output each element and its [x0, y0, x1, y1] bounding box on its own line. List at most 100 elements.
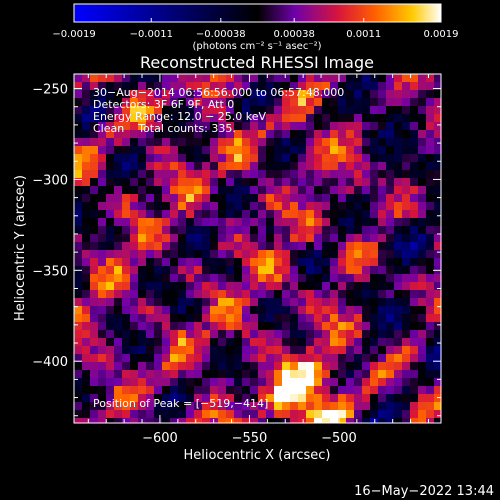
heatmap-cell	[394, 114, 402, 122]
heatmap-cell	[98, 354, 106, 362]
heatmap-cell	[338, 90, 346, 98]
heatmap-cell	[130, 226, 138, 234]
heatmap-cell	[346, 362, 354, 370]
heatmap-cell	[242, 386, 250, 394]
heatmap-cell	[282, 226, 290, 234]
heatmap-cell	[258, 258, 266, 266]
heatmap-cell	[146, 394, 154, 402]
heatmap-cell	[378, 186, 386, 194]
heatmap-cell	[226, 90, 234, 98]
heatmap-cell	[386, 418, 394, 423]
heatmap-cell	[274, 362, 282, 370]
heatmap-cell	[82, 146, 90, 154]
heatmap-cell	[290, 330, 298, 338]
heatmap-cell	[114, 154, 122, 162]
heatmap-cell	[354, 106, 362, 114]
heatmap-cell	[218, 274, 226, 282]
heatmap-cell	[306, 210, 314, 218]
heatmap-cell	[218, 202, 226, 210]
heatmap-cell	[186, 274, 194, 282]
heatmap-cell	[210, 362, 218, 370]
heatmap-cell	[98, 146, 106, 154]
heatmap-cell	[330, 114, 338, 122]
heatmap-cell	[274, 394, 282, 402]
heatmap-cell	[250, 274, 258, 282]
heatmap-cell	[154, 362, 162, 370]
heatmap-cell	[266, 274, 274, 282]
heatmap-cell	[98, 338, 106, 346]
heatmap-cell	[306, 114, 314, 122]
heatmap-cell	[370, 130, 378, 138]
heatmap-cell	[250, 178, 258, 186]
heatmap-cell	[402, 226, 410, 234]
heatmap-cell	[378, 394, 386, 402]
heatmap-cell	[266, 346, 274, 354]
heatmap-cell	[186, 130, 194, 138]
heatmap-cell	[434, 138, 441, 146]
heatmap-cell	[370, 162, 378, 170]
colorbar-tick-label: 0.00038	[274, 29, 315, 40]
heatmap-cell	[370, 274, 378, 282]
heatmap-cell	[402, 290, 410, 298]
heatmap-cell	[226, 346, 234, 354]
heatmap-cell	[178, 330, 186, 338]
heatmap-cell	[322, 258, 330, 266]
heatmap-cell	[290, 266, 298, 274]
annotation-detectors: Detectors: 3F 6F 9F, Att 0	[93, 98, 234, 111]
heatmap-cell	[242, 130, 250, 138]
heatmap-cell	[98, 330, 106, 338]
heatmap-cell	[178, 386, 186, 394]
heatmap-cell	[218, 154, 226, 162]
heatmap-cell	[314, 394, 322, 402]
heatmap-cell	[306, 410, 314, 418]
heatmap-cell	[402, 378, 410, 386]
heatmap-cell	[338, 106, 346, 114]
heatmap-cell	[282, 378, 290, 386]
heatmap-cell	[146, 82, 154, 90]
heatmap-cell	[250, 290, 258, 298]
heatmap-cell	[330, 82, 338, 90]
heatmap-cell	[354, 258, 362, 266]
heatmap-cell	[386, 218, 394, 226]
heatmap-cell	[394, 282, 402, 290]
heatmap-cell	[298, 170, 306, 178]
heatmap-cell	[90, 290, 98, 298]
heatmap-cell	[402, 386, 410, 394]
annotation-peak-position: Position of Peak = [−519,−414]	[93, 397, 268, 410]
heatmap-cell	[210, 186, 218, 194]
heatmap-cell	[434, 418, 441, 423]
heatmap-cell	[274, 178, 282, 186]
heatmap-cell	[418, 386, 426, 394]
heatmap-cell	[234, 322, 242, 330]
heatmap-cell	[338, 74, 346, 82]
heatmap-cell	[114, 298, 122, 306]
heatmap-cell	[362, 170, 370, 178]
heatmap-cell	[194, 202, 202, 210]
heatmap-cell	[138, 162, 146, 170]
heatmap-cell	[162, 202, 170, 210]
heatmap-cell	[202, 170, 210, 178]
heatmap-cell	[210, 330, 218, 338]
heatmap-cell	[82, 394, 90, 402]
heatmap-cell	[162, 386, 170, 394]
heatmap-cell	[290, 74, 298, 82]
heatmap-cell	[98, 122, 106, 130]
heatmap-cell	[250, 98, 258, 106]
heatmap-cell	[314, 98, 322, 106]
heatmap-cell	[378, 90, 386, 98]
heatmap-cell	[338, 378, 346, 386]
heatmap-cell	[178, 354, 186, 362]
heatmap-cell	[130, 282, 138, 290]
heatmap-cell	[258, 146, 266, 154]
heatmap-cell	[210, 354, 218, 362]
heatmap-cell	[282, 266, 290, 274]
heatmap-cell	[314, 322, 322, 330]
heatmap-cell	[114, 394, 122, 402]
heatmap-cell	[370, 186, 378, 194]
heatmap-cell	[114, 362, 122, 370]
heatmap-cell	[74, 106, 82, 114]
heatmap-cell	[90, 386, 98, 394]
heatmap-cell	[290, 146, 298, 154]
heatmap-cell	[322, 186, 330, 194]
heatmap-cell	[82, 186, 90, 194]
